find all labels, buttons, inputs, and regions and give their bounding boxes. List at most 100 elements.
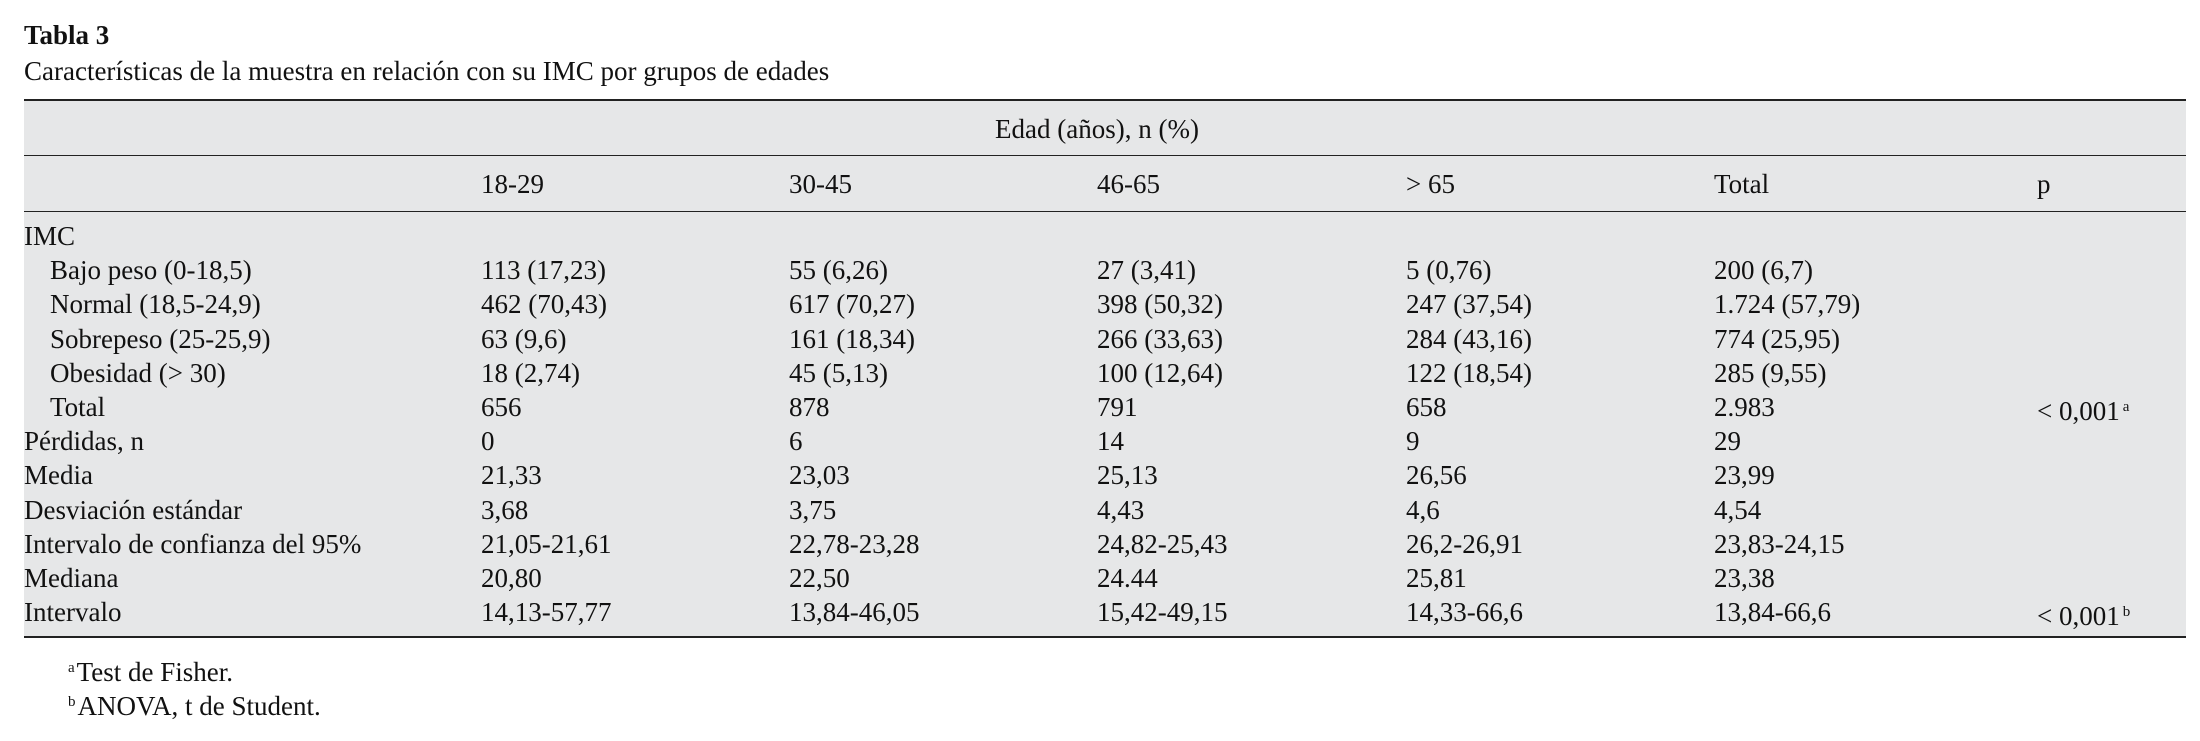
cell-text: 21,33 (481, 460, 542, 491)
cell: 285 (9,55) (1714, 358, 1826, 388)
cell-text: 21,05-21,61 (481, 528, 612, 559)
column-header: 30-45 (789, 169, 852, 199)
cell: 18 (2,74) (481, 358, 580, 388)
cell-text: 29 (1714, 426, 1741, 457)
cell-text: 15,42-49,15 (1097, 597, 1228, 628)
column-header: p (2037, 169, 2051, 199)
header-rule (24, 211, 2186, 212)
cell-text: 55 (6,26) (789, 255, 888, 286)
cell: 5 (0,76) (1406, 255, 1491, 285)
cell-text: 122 (18,54) (1406, 357, 1532, 388)
table-caption: Características de la muestra en relació… (24, 56, 830, 86)
footnote-mark: a (68, 660, 75, 676)
cell: 20,80 (481, 563, 542, 593)
cell: 23,99 (1714, 460, 1775, 490)
cell-text: 4,43 (1097, 494, 1145, 525)
column-header: Total (1714, 169, 1769, 199)
p-value: < 0,001 a (2037, 392, 2129, 426)
cell-text: Sobrepeso (25-25,9) (50, 323, 271, 354)
cell: 3,75 (789, 495, 836, 525)
cell-text: 3,68 (481, 494, 529, 525)
cell-text: 2.983 (1714, 392, 1775, 422)
cell-text: 14,13-57,77 (481, 597, 612, 628)
cell-text: 658 (1406, 392, 1447, 422)
p-value: < 0,001 b (2037, 597, 2130, 631)
footnote-mark: b (2122, 604, 2131, 621)
cell: 26,2-26,91 (1406, 529, 1523, 559)
cell-text: 1.724 (57,79) (1714, 289, 1861, 320)
cell: 63 (9,6) (481, 324, 566, 354)
cell-text: 4,54 (1714, 494, 1762, 525)
cell-text: p (2037, 169, 2051, 199)
cell-text: Pérdidas, n (24, 426, 144, 457)
cell: 25,13 (1097, 460, 1158, 490)
cell-text: 462 (70,43) (481, 289, 607, 320)
cell-text: Media (24, 460, 93, 491)
column-header: > 65 (1406, 169, 1455, 199)
cell-text: 284 (43,16) (1406, 323, 1532, 354)
cell-text: 22,50 (789, 563, 850, 593)
cell-text: 23,38 (1714, 563, 1775, 593)
cell: 25,81 (1406, 563, 1467, 593)
header-rule (24, 155, 2186, 156)
row-label: Normal (18,5-24,9) (50, 289, 261, 319)
cell: 4,54 (1714, 495, 1761, 525)
cell-text: 18 (2,74) (481, 357, 580, 388)
cell-text: 46-65 (1097, 169, 1160, 199)
cell-text: Normal (18,5-24,9) (50, 289, 261, 320)
cell-text: 0 (481, 426, 495, 457)
footnote-mark: b (68, 694, 76, 710)
cell-text: 13,84-66,6 (1714, 597, 1831, 628)
cell: 22,78-23,28 (789, 529, 920, 559)
cell: 100 (12,64) (1097, 358, 1223, 388)
cell-text: 27 (3,41) (1097, 255, 1196, 286)
cell: 878 (789, 392, 830, 422)
cell-text: Total (50, 392, 106, 422)
cell: 266 (33,63) (1097, 324, 1223, 354)
cell-text: 24.44 (1097, 563, 1158, 593)
cell-text: 5 (0,76) (1406, 255, 1492, 286)
cell: 4,6 (1406, 495, 1440, 525)
footnote-text: Test de Fisher. (76, 657, 234, 687)
cell-text: 791 (1097, 392, 1138, 422)
cell-text: 774 (25,95) (1714, 323, 1840, 354)
cell: 21,05-21,61 (481, 529, 612, 559)
footnote-text: ANOVA, t de Student. (77, 691, 321, 721)
cell-text: 100 (12,64) (1097, 357, 1223, 388)
cell: 791 (1097, 392, 1138, 422)
cell-text: IMC (24, 221, 76, 251)
bottom-rule (24, 636, 2186, 638)
cell: 9 (1406, 426, 1420, 456)
cell-text: 14,33-66,6 (1406, 597, 1523, 628)
cell: 14,13-57,77 (481, 597, 612, 627)
cell-text: 23,83-24,15 (1714, 528, 1845, 559)
footnote: aTest de Fisher. (68, 653, 233, 687)
cell: 200 (6,7) (1714, 255, 1813, 285)
cell-text: 20,80 (481, 563, 542, 593)
cell: 656 (481, 392, 522, 422)
cell: 14,33-66,6 (1406, 597, 1523, 627)
section-label: IMC (24, 221, 75, 251)
cell: 23,03 (789, 460, 850, 490)
cell: 6 (789, 426, 803, 456)
row-label: Intervalo de confianza del 95% (24, 529, 361, 559)
cell-text: 23,99 (1714, 460, 1775, 491)
cell-text: Intervalo (24, 597, 122, 628)
cell: 247 (37,54) (1406, 289, 1532, 319)
cell: 26,56 (1406, 460, 1467, 490)
row-label: Pérdidas, n (24, 426, 144, 456)
cell: 15,42-49,15 (1097, 597, 1228, 627)
cell: 1.724 (57,79) (1714, 289, 1860, 319)
cell: 23,38 (1714, 563, 1775, 593)
cell-text: 4,6 (1406, 494, 1440, 525)
cell: 113 (17,23) (481, 255, 606, 285)
cell-text: Bajo peso (0-18,5) (50, 255, 252, 286)
cell-text: 18-29 (481, 169, 544, 199)
cell-text: 9 (1406, 426, 1420, 457)
cell-text: 161 (18,34) (789, 323, 915, 354)
cell: 284 (43,16) (1406, 324, 1532, 354)
cell-text: 13,84-46,05 (789, 597, 920, 628)
row-label: Bajo peso (0-18,5) (50, 255, 252, 285)
column-header: 18-29 (481, 169, 544, 199)
cell-text: 656 (481, 392, 522, 422)
